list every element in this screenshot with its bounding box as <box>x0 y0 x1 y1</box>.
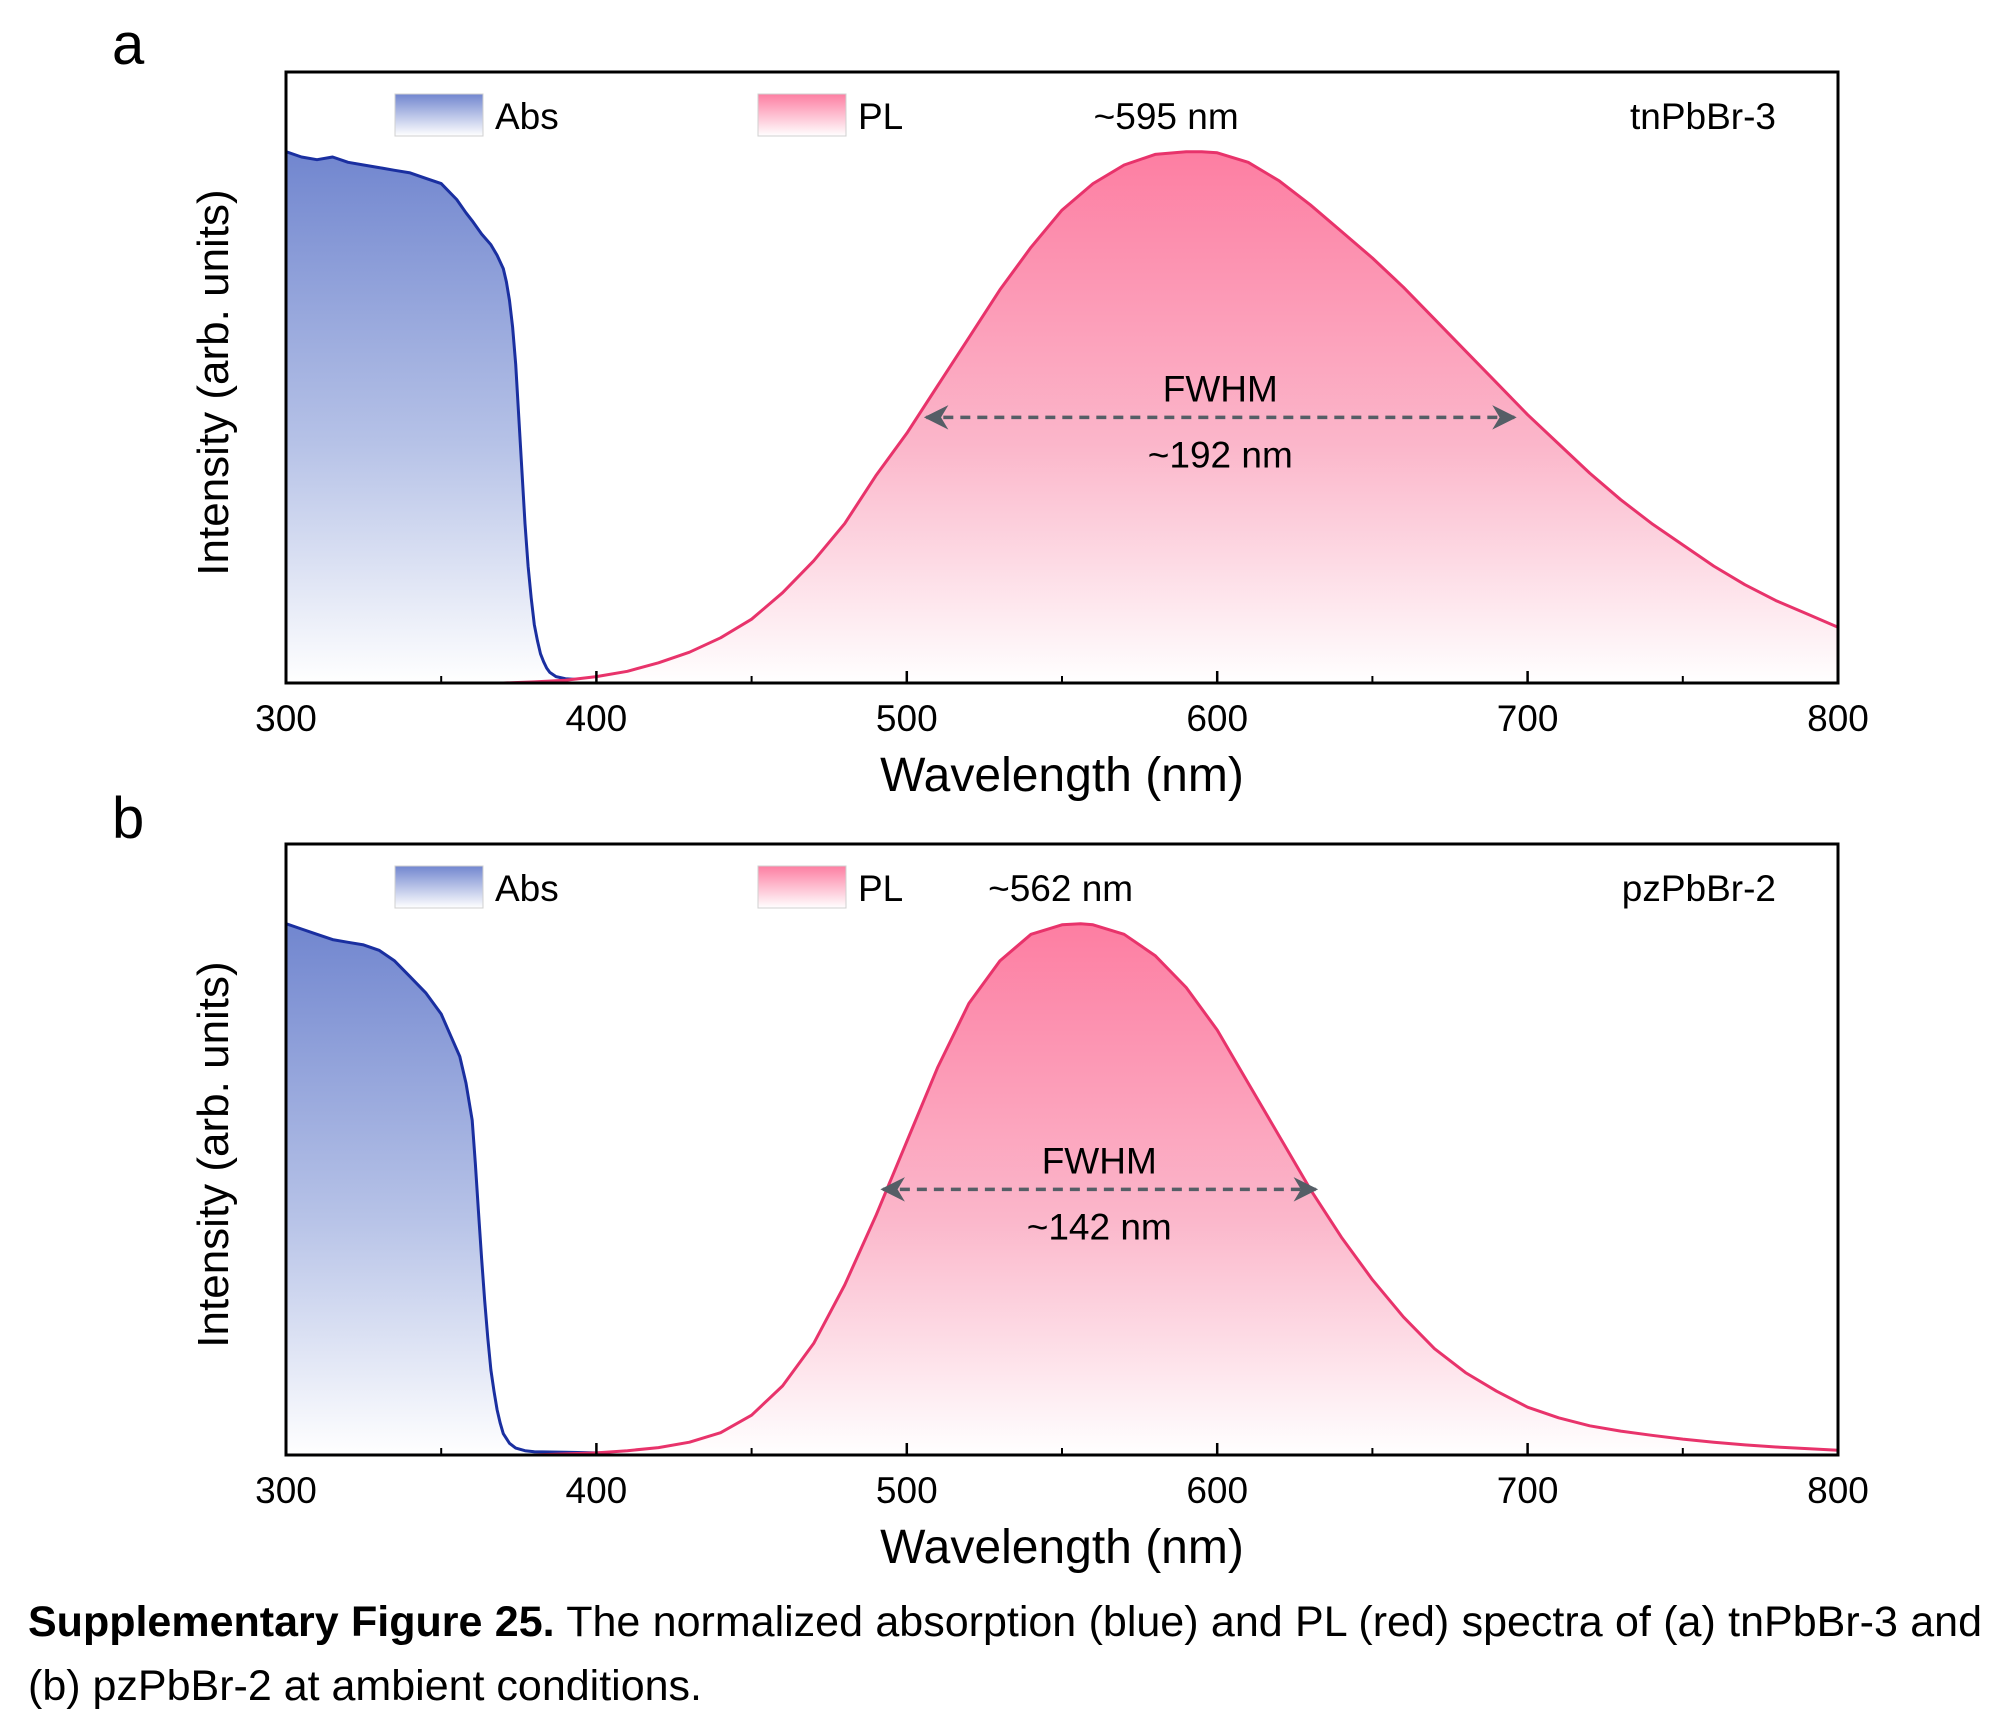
y-axis-label: Intensity (arb. units) <box>189 961 238 1347</box>
legend-label-pl: PL <box>858 96 903 137</box>
x-tick-label: 600 <box>1186 1470 1248 1511</box>
pl-series-line <box>534 922 1838 1455</box>
fwhm-label: FWHM <box>1042 1140 1157 1181</box>
chart-panel-a: 300 400 500 600 700 800 Wavelength (nm) Intensi… <box>189 70 1869 802</box>
sample-label: pzPbBr-2 <box>1622 868 1776 909</box>
x-tick-label: 800 <box>1807 698 1869 739</box>
x-tick-label: 400 <box>566 698 628 739</box>
x-tick-label: 500 <box>876 698 938 739</box>
caption-text: The normalized absorption (blue) and PL … <box>28 1598 1982 1710</box>
legend-label-pl: PL <box>858 868 903 909</box>
x-tick-label: 300 <box>255 1470 317 1511</box>
fwhm-label: FWHM <box>1163 368 1278 409</box>
legend-label-abs: Abs <box>495 96 559 137</box>
peak-label: ~562 nm <box>988 868 1133 909</box>
x-tick-label: 300 <box>255 698 317 739</box>
y-axis-label: Intensity (arb. units) <box>189 189 238 575</box>
x-axis-label: Wavelength (nm) <box>880 749 1244 802</box>
panel-letter-a: a <box>112 12 145 77</box>
x-tick-label: 700 <box>1497 1470 1559 1511</box>
x-tick-label: 700 <box>1497 698 1559 739</box>
x-axis-label: Wavelength (nm) <box>880 1521 1244 1574</box>
pl-series-line <box>503 150 1838 683</box>
legend-swatch-pl <box>757 865 847 909</box>
panel-letter-b: b <box>112 786 145 851</box>
legend-swatch-abs <box>394 865 484 909</box>
peak-label: ~595 nm <box>1094 96 1239 137</box>
x-tick-label: 500 <box>876 1470 938 1511</box>
fwhm-value-label: ~192 nm <box>1148 434 1293 475</box>
chart-panel-b: 300 400 500 600 700 800 Wavelength (nm) Intensi… <box>189 842 1869 1574</box>
x-tick-label: 400 <box>566 1470 628 1511</box>
legend-label-abs: Abs <box>495 868 559 909</box>
figure-caption: Supplementary Figure 25. The normalized … <box>28 1590 1982 1718</box>
legend-swatch-pl <box>757 93 847 137</box>
caption-bold: Supplementary Figure 25. <box>28 1598 555 1646</box>
fwhm-value-label: ~142 nm <box>1027 1206 1172 1247</box>
x-tick-label: 800 <box>1807 1470 1869 1511</box>
x-tick-label: 600 <box>1186 698 1248 739</box>
legend-swatch-abs <box>394 93 484 137</box>
pl-area-fill <box>534 923 1838 1455</box>
abs-area-fill <box>286 923 752 1455</box>
sample-label: tnPbBr-3 <box>1630 96 1776 137</box>
